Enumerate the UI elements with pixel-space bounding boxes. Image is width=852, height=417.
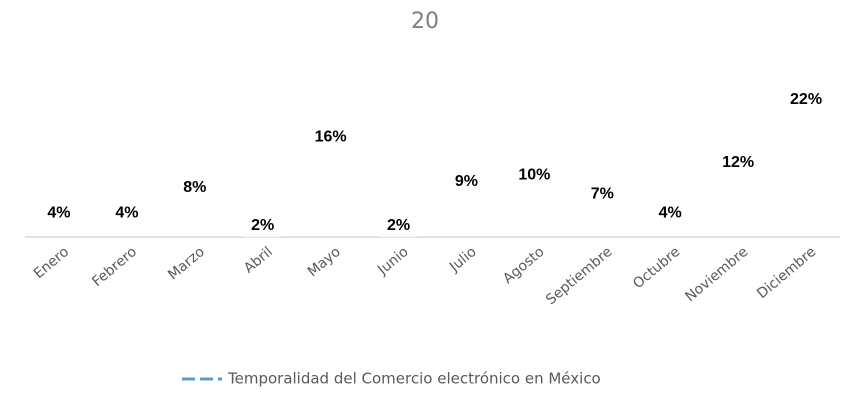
- data-label: 2%: [387, 217, 410, 234]
- x-tick-label: Diciembre: [754, 244, 819, 302]
- label-bg: [788, 88, 825, 111]
- label-bg: [380, 214, 417, 237]
- label-bg: [652, 202, 689, 225]
- x-tick-label: Marzo: [165, 244, 208, 283]
- data-label: 22%: [790, 91, 822, 108]
- data-label: 4%: [47, 204, 70, 221]
- x-tick-label: Junio: [374, 244, 411, 279]
- x-tick-label: Agosto: [500, 244, 547, 287]
- data-label: 4%: [659, 204, 682, 221]
- x-tick-label: Noviembre: [682, 244, 751, 305]
- data-label: 9%: [455, 173, 478, 190]
- label-bg: [312, 126, 349, 149]
- label-bg: [448, 170, 485, 193]
- series-line: [59, 100, 806, 226]
- label-bg: [720, 151, 757, 174]
- x-tick-label: Abril: [241, 244, 276, 277]
- label-bg: [584, 183, 621, 206]
- label-bg: [516, 164, 553, 187]
- data-label: 10%: [518, 167, 550, 184]
- x-tick-label: Julio: [446, 244, 480, 276]
- data-label: 16%: [315, 129, 347, 146]
- data-label: 2%: [251, 217, 274, 234]
- x-tick-label: Septiembre: [543, 244, 615, 308]
- x-tick-label: Octubre: [630, 244, 683, 292]
- x-tick-label: Mayo: [305, 244, 344, 280]
- chart-title: 20: [411, 9, 439, 34]
- data-label: 8%: [183, 179, 206, 196]
- label-bg: [108, 202, 145, 225]
- x-tick-label: Enero: [31, 244, 72, 282]
- legend-label: Temporalidad del Comercio electrónico en…: [227, 370, 601, 388]
- data-label: 7%: [591, 186, 614, 203]
- label-bg: [244, 214, 281, 237]
- label-bg: [40, 202, 77, 225]
- data-label: 12%: [722, 154, 754, 171]
- x-tick-label: Febrero: [89, 244, 140, 290]
- data-label: 4%: [115, 204, 138, 221]
- label-bg: [176, 176, 213, 199]
